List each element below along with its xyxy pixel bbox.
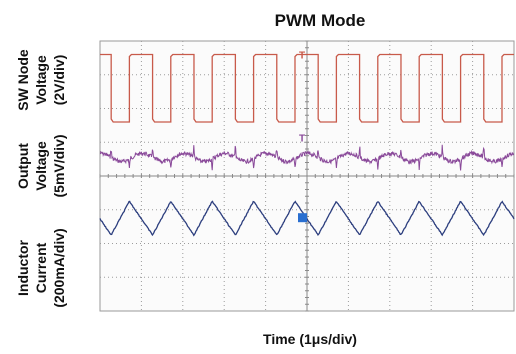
label-il-line2: Current — [33, 242, 49, 293]
channel-label-inductor-current: Inductor Current (200mA/div) — [15, 228, 67, 307]
sw-node-trace — [100, 53, 514, 123]
sw-marker: T — [299, 51, 305, 62]
vout-marker: T — [299, 133, 305, 144]
label-vout-line2: Voltage — [33, 141, 49, 191]
il-marker — [298, 213, 307, 223]
channel-label-output-voltage: Output Voltage (5mV/div) — [15, 134, 67, 197]
label-sw-line1: SW Node — [15, 49, 31, 111]
x-axis-label: Time (1μs/div) — [263, 331, 357, 347]
label-il-line1: Inductor — [15, 239, 31, 296]
label-sw-line2: Voltage — [33, 55, 49, 105]
label-vout-line1: Output — [15, 143, 31, 189]
channel-markers: TT — [298, 51, 307, 223]
output-voltage-trace — [99, 144, 515, 171]
label-il-line3: (200mA/div) — [51, 228, 67, 307]
grid — [99, 40, 515, 312]
channel-label-sw-node: SW Node Voltage (2V/div) — [15, 49, 67, 111]
label-sw-line3: (2V/div) — [51, 55, 67, 106]
chart-title: PWM Mode — [275, 11, 366, 30]
label-vout-line3: (5mV/div) — [51, 134, 67, 197]
